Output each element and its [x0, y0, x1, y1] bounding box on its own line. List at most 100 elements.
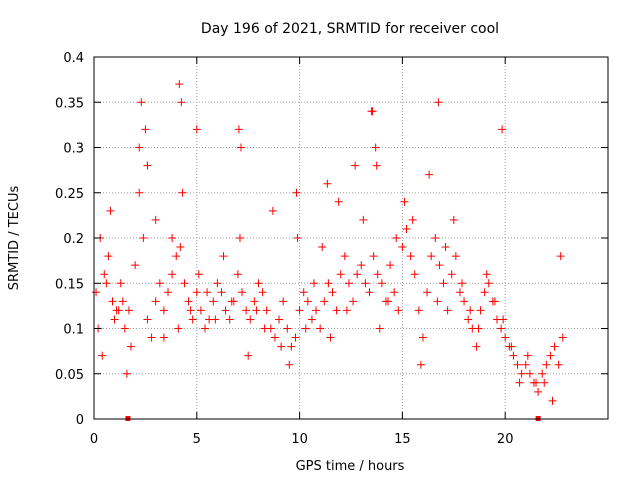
data-point — [368, 107, 377, 116]
data-point — [513, 360, 522, 369]
data-point — [184, 297, 193, 306]
data-point — [501, 333, 510, 342]
data-point — [509, 351, 518, 360]
data-point — [464, 315, 473, 324]
data-point — [359, 215, 368, 224]
data-point — [542, 360, 551, 369]
data-point — [307, 315, 316, 324]
data-point — [135, 143, 144, 152]
data-point — [554, 360, 563, 369]
data-point — [546, 351, 555, 360]
data-point — [309, 279, 318, 288]
data-point — [213, 279, 222, 288]
data-point — [390, 288, 399, 297]
data-point — [131, 261, 140, 270]
data-point — [175, 80, 184, 89]
data-point — [534, 387, 543, 396]
data-point — [372, 161, 381, 170]
data-point — [194, 270, 203, 279]
x-tick-label: 20 — [497, 432, 514, 447]
data-point — [235, 234, 244, 242]
data-point — [384, 297, 393, 306]
x-tick-label: 0 — [90, 432, 98, 447]
data-point — [458, 279, 467, 288]
data-point — [147, 333, 156, 342]
y-tick-label: 0 — [76, 413, 84, 428]
data-point — [441, 243, 450, 252]
data-point — [227, 297, 236, 306]
data-point — [292, 188, 301, 197]
data-point — [277, 342, 286, 351]
y-tick-labels: 0 0.05 0.1 0.15 0.2 0.25 0.3 0.35 0.4 — [55, 51, 84, 428]
data-point — [168, 234, 177, 242]
data-point — [237, 143, 246, 152]
data-point — [124, 306, 133, 315]
data-point — [386, 261, 395, 270]
data-point — [316, 324, 325, 333]
data-point — [100, 270, 109, 279]
data-point — [408, 215, 417, 224]
data-point — [351, 161, 360, 170]
data-point — [159, 306, 168, 315]
data-point — [556, 252, 565, 261]
data-point — [443, 306, 452, 315]
data-point — [416, 360, 425, 369]
data-point — [151, 297, 160, 306]
data-point — [110, 315, 119, 324]
data-point — [326, 333, 335, 342]
data-point — [225, 315, 234, 324]
data-point — [476, 306, 485, 315]
y-tick-label: 0.15 — [55, 277, 84, 292]
data-point — [435, 261, 444, 270]
data-point — [116, 279, 125, 288]
data-point — [209, 297, 218, 306]
data-point — [357, 261, 366, 270]
data-point — [558, 333, 567, 342]
data-point — [402, 224, 411, 233]
data-point — [186, 306, 195, 315]
data-point — [104, 252, 113, 261]
y-tick-label: 0.4 — [63, 51, 84, 66]
data-point — [466, 306, 475, 315]
data-point — [499, 315, 508, 324]
data-point — [490, 297, 499, 306]
data-point — [287, 342, 296, 351]
x-tick-labels: 0 5 10 15 20 — [90, 432, 514, 447]
data-point — [451, 252, 460, 261]
y-axis-label: SRMTID / TECUs — [7, 186, 22, 291]
data-point — [252, 306, 261, 315]
data-point — [361, 279, 370, 288]
data-point — [474, 324, 483, 333]
data-point — [394, 306, 403, 315]
data-point — [550, 342, 559, 351]
data-point — [234, 125, 243, 134]
data-point — [299, 288, 308, 297]
data-point — [268, 206, 277, 215]
data-point — [295, 306, 304, 315]
data-point — [291, 333, 300, 342]
data-point — [353, 270, 362, 279]
data-point — [246, 315, 255, 324]
data-point — [480, 288, 489, 297]
data-point — [517, 369, 526, 378]
data-point — [135, 188, 144, 197]
data-point — [340, 252, 349, 261]
data-point — [375, 324, 384, 333]
data-point — [449, 215, 458, 224]
data-point — [118, 297, 127, 306]
data-point — [188, 315, 197, 324]
data-point — [192, 288, 201, 297]
data-point — [159, 333, 168, 342]
data-point — [538, 369, 547, 378]
data-point — [192, 125, 201, 134]
data-point — [221, 306, 230, 315]
data-point — [472, 342, 481, 351]
axis-ticks — [93, 56, 608, 420]
data-point — [270, 333, 279, 342]
data-point — [211, 315, 220, 324]
data-point — [371, 143, 380, 152]
data-point — [398, 243, 407, 252]
data-point — [176, 243, 185, 252]
data-point — [177, 98, 186, 107]
